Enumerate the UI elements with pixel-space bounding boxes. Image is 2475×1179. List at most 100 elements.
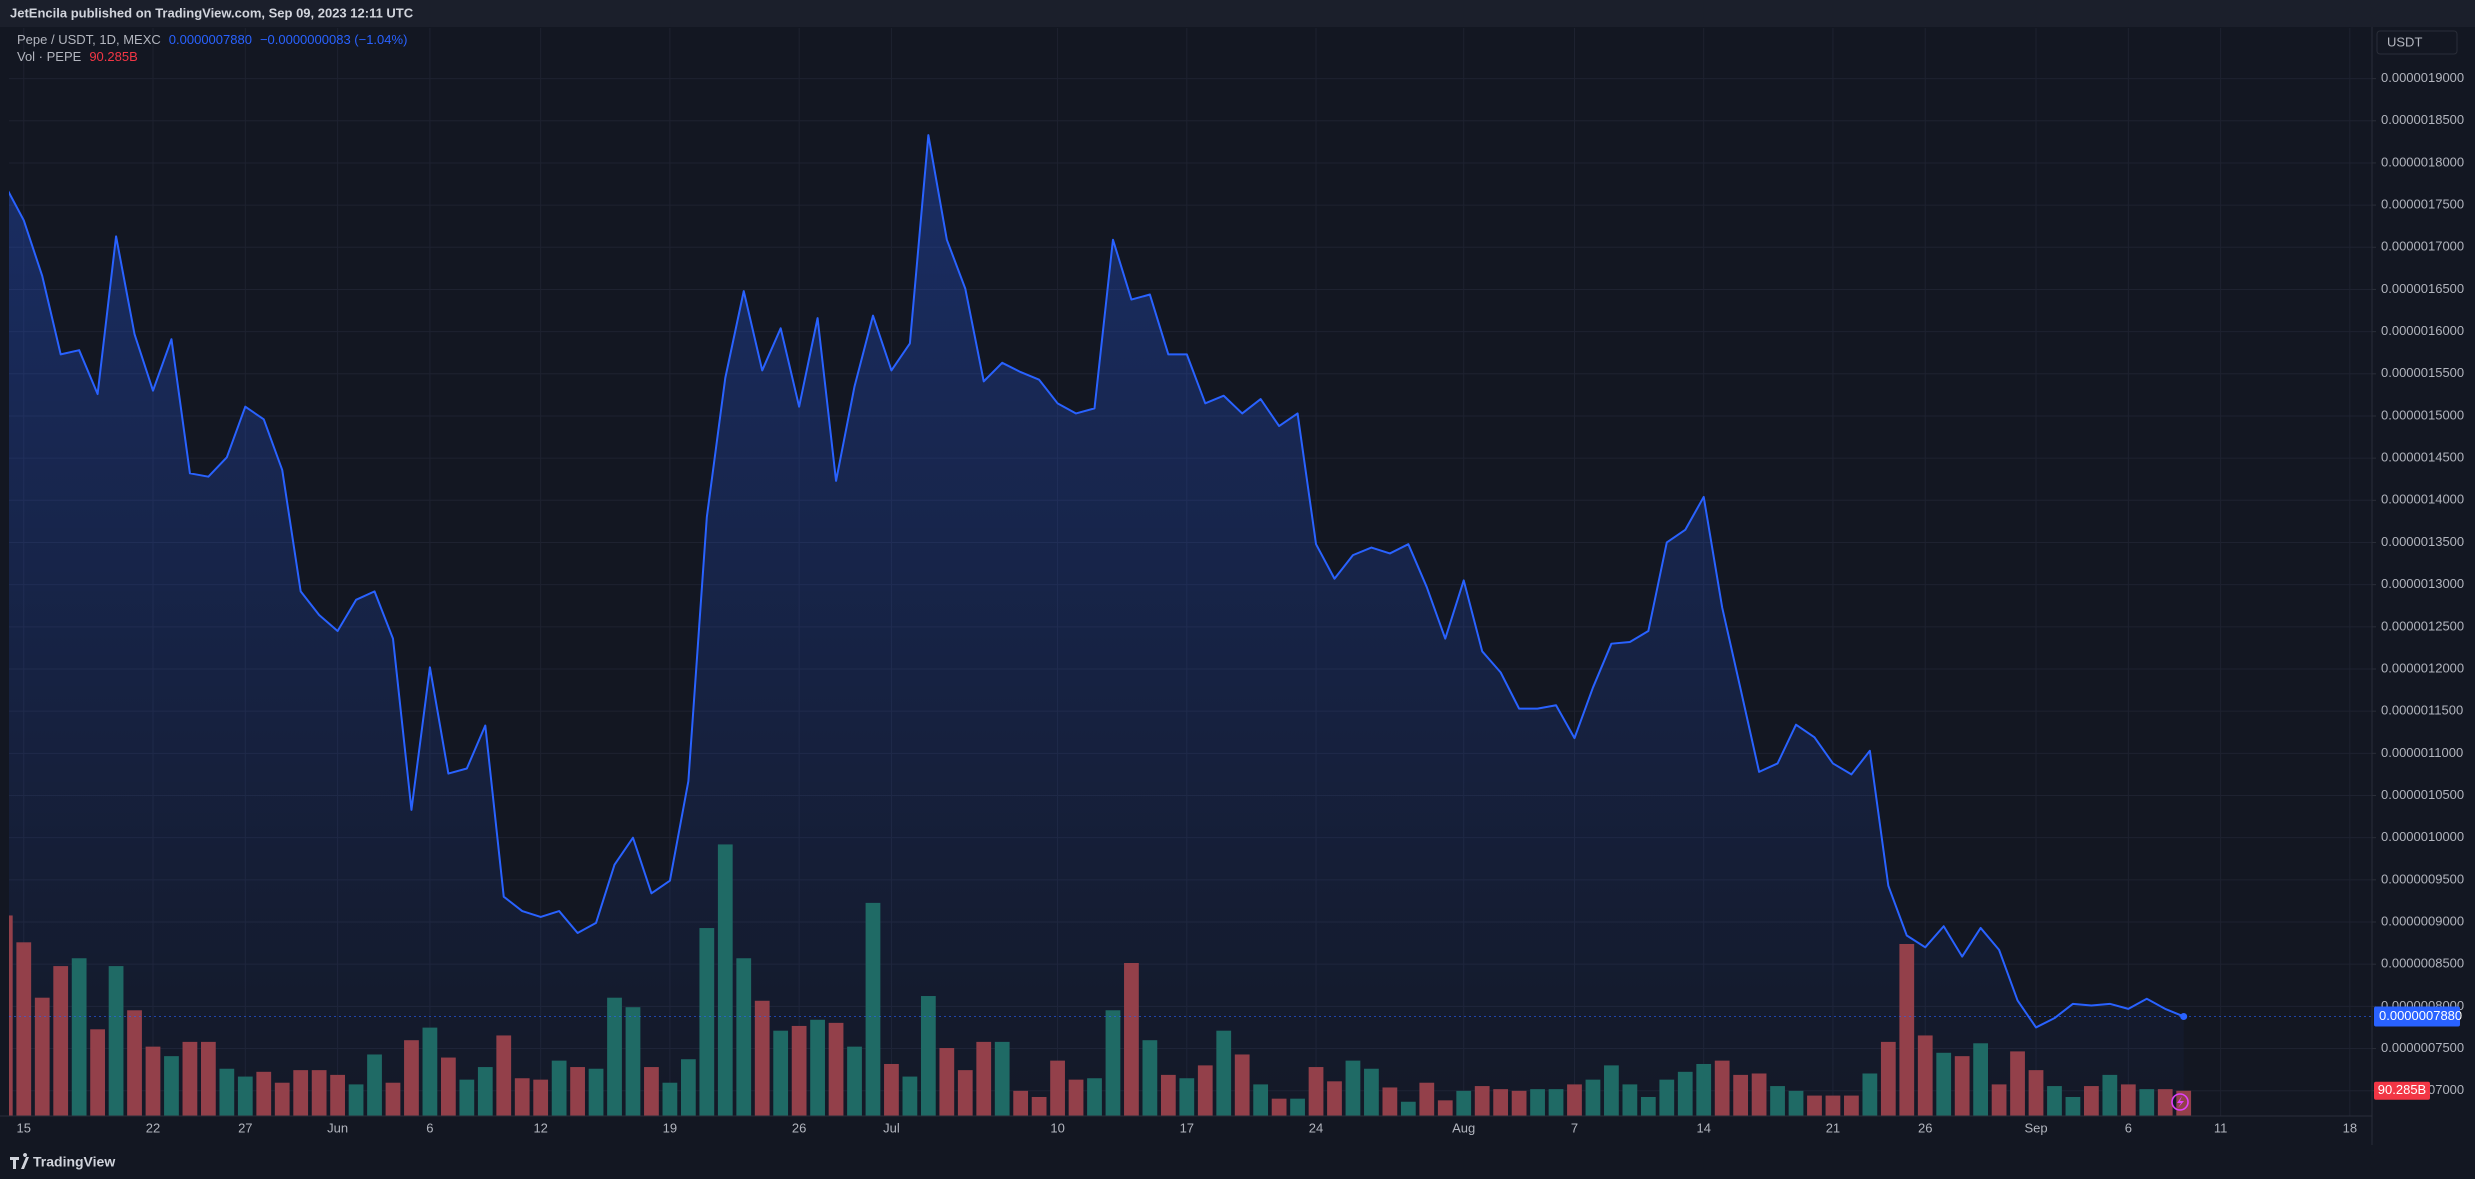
volume-bar: [2120, 1084, 2136, 1116]
volume-bar: [237, 1076, 253, 1116]
x-tick-label: 15: [17, 1120, 31, 1135]
plot-area: [9, 134, 2372, 1116]
volume-bar: [1216, 1030, 1232, 1116]
volume-bar: [459, 1079, 475, 1116]
volume-bar: [976, 1041, 992, 1116]
volume-bar: [1973, 1043, 1989, 1116]
volume-bar: [2084, 1086, 2099, 1116]
volume-bar: [1733, 1074, 1749, 1116]
volume-bar: [1880, 1041, 1896, 1116]
x-tick-label: Sep: [2024, 1120, 2047, 1135]
footer-bar: [0, 1146, 2475, 1179]
x-tick-label: 24: [1309, 1120, 1323, 1135]
y-tick-label: 0.0000011500: [2381, 703, 2463, 718]
x-tick-label: 12: [533, 1120, 547, 1135]
volume-bar: [717, 844, 733, 1116]
volume-bar: [1364, 1068, 1379, 1116]
currency-label: USDT: [2387, 34, 2422, 49]
volume-bar: [1530, 1089, 1545, 1116]
volume-bar: [367, 1054, 382, 1116]
volume-bar: [1604, 1065, 1619, 1116]
alert-icon-bolt: [2177, 1096, 2184, 1108]
volume-bar: [293, 1070, 309, 1116]
volume-bar: [1788, 1090, 1804, 1116]
x-tick-label: 18: [2343, 1120, 2357, 1135]
volume-bar: [1234, 1054, 1250, 1116]
volume-bar: [1253, 1084, 1269, 1116]
volume-bar: [311, 1070, 327, 1116]
volume-bar: [90, 1029, 105, 1116]
volume-bar: [1345, 1060, 1361, 1116]
y-tick-label: 0.0000017500: [2381, 197, 2464, 212]
volume-bar: [1327, 1081, 1342, 1116]
volume-bar: [385, 1082, 401, 1116]
alert-icon[interactable]: [2171, 1093, 2189, 1111]
y-tick-label: 0.0000015000: [2381, 407, 2464, 422]
volume-bar: [994, 1041, 1010, 1116]
volume-bar: [1899, 943, 1915, 1116]
volume-bar: [2102, 1074, 2118, 1116]
volume-bar: [477, 1067, 493, 1116]
x-tick-label: 6: [2125, 1120, 2132, 1135]
x-tick-label: 26: [1918, 1120, 1932, 1135]
volume-bar: [699, 928, 715, 1116]
volume-bar: [736, 958, 752, 1116]
legend-price: 0.0000007880: [169, 32, 252, 47]
volume-bar: [773, 1030, 789, 1116]
y-tick-label: 0.0000018000: [2381, 154, 2464, 169]
volume-bar: [440, 1057, 456, 1116]
volume-bar: [1050, 1060, 1065, 1116]
volume-bar: [1197, 1065, 1213, 1116]
volume-bar: [810, 1019, 825, 1116]
volume-bar: [2157, 1089, 2173, 1116]
x-tick-label: 22: [146, 1120, 160, 1135]
y-tick-label: 0.0000007500: [2381, 1040, 2464, 1055]
y-tick-label: 0.0000013000: [2381, 576, 2464, 591]
last-price-box: [2374, 1006, 2460, 1027]
x-tick-label: 19: [663, 1120, 677, 1135]
volume-bar: [1917, 1035, 1933, 1116]
volume-bar: [1124, 963, 1139, 1116]
volume-bar: [108, 966, 124, 1116]
volume-bar: [1474, 1086, 1490, 1116]
volume-bar: [219, 1068, 235, 1116]
volume-bar: [404, 1040, 419, 1116]
volume-bar: [1179, 1078, 1195, 1116]
volume-bar: [1511, 1090, 1527, 1116]
volume-bar: [1382, 1087, 1398, 1116]
volume-bar: [200, 1041, 216, 1116]
volume-bar: [274, 1082, 290, 1116]
volume-bar: [1862, 1073, 1878, 1116]
x-tick-label: 14: [1696, 1120, 1710, 1135]
volume-bar: [828, 1022, 844, 1116]
x-tick-label: Jul: [883, 1120, 900, 1135]
volume-bar: [865, 902, 881, 1116]
volume-bar: [53, 966, 69, 1116]
volume-bar: [422, 1027, 438, 1116]
volume-legend: Vol · PEPE 90.285B: [17, 49, 138, 64]
volume-bar: [514, 1078, 530, 1116]
volume-bar: [2047, 1086, 2062, 1116]
y-tick-label: 0.0000015500: [2381, 365, 2464, 380]
volume-bar: [588, 1068, 604, 1116]
x-tick-label: 7: [1571, 1120, 1578, 1135]
volume-bar: [1677, 1071, 1693, 1116]
volume-bar: [1437, 1100, 1453, 1116]
volume-bar: [1290, 1098, 1305, 1116]
y-tick-label: 0.0000008500: [2381, 956, 2464, 971]
y-tick-label: 0.0000012000: [2381, 660, 2464, 675]
volume-bar: [1751, 1073, 1767, 1116]
axes: 0.00000070000.00000075000.00000080000.00…: [17, 70, 2465, 1135]
volume-bar: [182, 1041, 198, 1116]
last-volume-label: 90.285B: [2378, 1082, 2426, 1097]
volume-bar: [791, 1025, 807, 1116]
legend-volume: 90.285B: [89, 49, 137, 64]
volume-bar: [127, 1010, 142, 1116]
footer-text: TradingView: [33, 1154, 115, 1170]
top-bar: [0, 0, 2475, 27]
currency-button[interactable]: [2376, 30, 2458, 55]
volume-bar: [1770, 1086, 1785, 1116]
volume-bar: [1105, 1010, 1121, 1116]
x-tick-label: 11: [2214, 1120, 2228, 1135]
